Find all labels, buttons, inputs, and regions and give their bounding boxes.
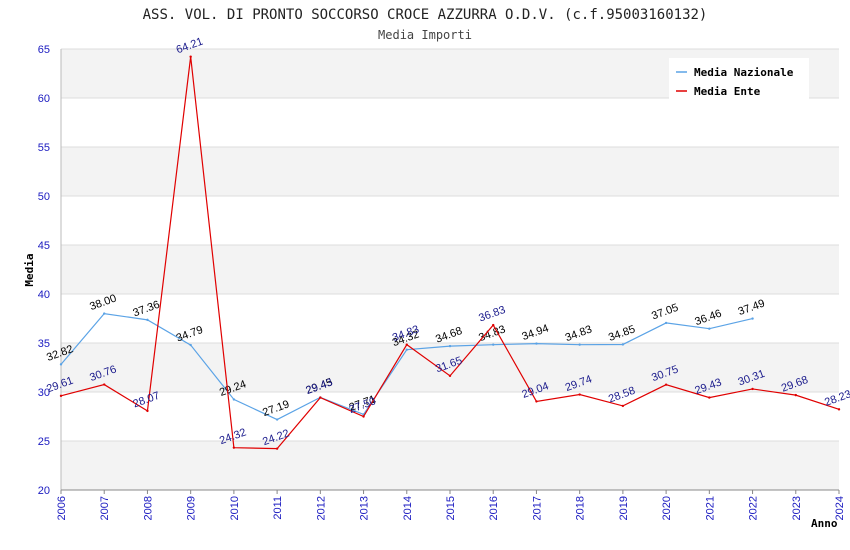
data-point	[708, 327, 711, 330]
x-tick-label: 2011	[272, 496, 284, 520]
x-tick-label: 2014	[402, 496, 414, 520]
x-tick-label: 2007	[99, 496, 111, 520]
legend-box	[669, 58, 809, 102]
x-tick-label: 2023	[791, 496, 803, 520]
y-axis: 20 25 30 35 40 45 50 55 60 65	[38, 44, 50, 497]
data-point	[708, 396, 711, 399]
data-point	[275, 447, 279, 450]
grid-band	[61, 147, 839, 196]
data-point	[664, 321, 668, 325]
data-point	[405, 348, 408, 351]
x-tick-label: 2009	[186, 496, 198, 520]
data-point	[751, 387, 754, 391]
x-tick-label: 2020	[661, 496, 673, 520]
data-point	[578, 393, 581, 396]
data-point	[232, 446, 236, 449]
data-point	[59, 363, 63, 366]
x-tick-label: 2019	[618, 496, 630, 520]
x-axis-label: Anno	[811, 517, 838, 530]
legend-label: Media Nazionale	[694, 66, 794, 79]
x-axis: 2006 2007 2008 2009 2010 2011 2012 2013 2014 2015…	[56, 490, 846, 520]
y-tick-label: 65	[38, 44, 50, 56]
data-point	[405, 343, 408, 346]
y-tick-label: 50	[38, 191, 50, 203]
data-point	[535, 400, 538, 403]
legend-label: Media Ente	[694, 85, 761, 98]
x-tick-label: 2018	[575, 496, 587, 520]
data-point	[621, 404, 625, 408]
x-tick-label: 2008	[142, 496, 154, 520]
plot-background	[60, 48, 839, 491]
grid-band	[61, 441, 839, 490]
x-tick-label: 2016	[488, 496, 500, 520]
data-point	[189, 343, 192, 347]
y-tick-label: 55	[38, 142, 50, 154]
x-tick-label: 2022	[748, 496, 760, 520]
x-tick-label: 2006	[56, 496, 68, 520]
data-point	[492, 343, 495, 346]
x-tick-label: 2012	[315, 496, 327, 520]
data-point	[319, 396, 322, 399]
data-point	[448, 344, 452, 348]
y-tick-label: 45	[38, 240, 50, 252]
data-point	[232, 398, 236, 401]
legend: Media Nazionale Media Ente	[669, 58, 809, 102]
data-point	[621, 343, 625, 346]
y-axis-label: Media	[23, 253, 36, 286]
data-point	[794, 393, 797, 397]
chart-title: ASS. VOL. DI PRONTO SOCCORSO CROCE AZZUR…	[143, 7, 708, 23]
data-point	[492, 323, 495, 327]
chart-subtitle: Media Importi	[378, 28, 472, 42]
x-tick-label: 2017	[531, 496, 543, 520]
x-tick-label: 2010	[229, 496, 241, 520]
data-point	[59, 394, 63, 398]
grid-band	[61, 343, 839, 392]
y-tick-label: 40	[38, 289, 50, 301]
data-point	[103, 312, 106, 315]
y-tick-label: 30	[38, 387, 50, 399]
data-point	[275, 418, 279, 421]
data-point	[189, 55, 192, 58]
y-tick-label: 60	[38, 93, 50, 105]
y-tick-label: 25	[38, 436, 50, 448]
data-point	[362, 415, 365, 418]
data-point	[146, 409, 149, 413]
data-point	[448, 374, 452, 378]
data-point	[578, 343, 581, 346]
x-tick-label: 2015	[445, 496, 457, 520]
x-tick-label: 2021	[704, 496, 716, 520]
data-point	[751, 317, 754, 320]
data-point	[664, 383, 668, 386]
data-point	[837, 408, 841, 411]
x-tick-label: 2013	[359, 496, 371, 520]
data-point	[535, 342, 538, 345]
x-tick-label: 2024	[834, 496, 846, 520]
y-tick-label: 20	[38, 485, 50, 497]
y-tick-label: 35	[38, 338, 50, 350]
data-point	[103, 383, 106, 386]
data-point	[146, 318, 149, 322]
grid-band	[61, 245, 839, 294]
